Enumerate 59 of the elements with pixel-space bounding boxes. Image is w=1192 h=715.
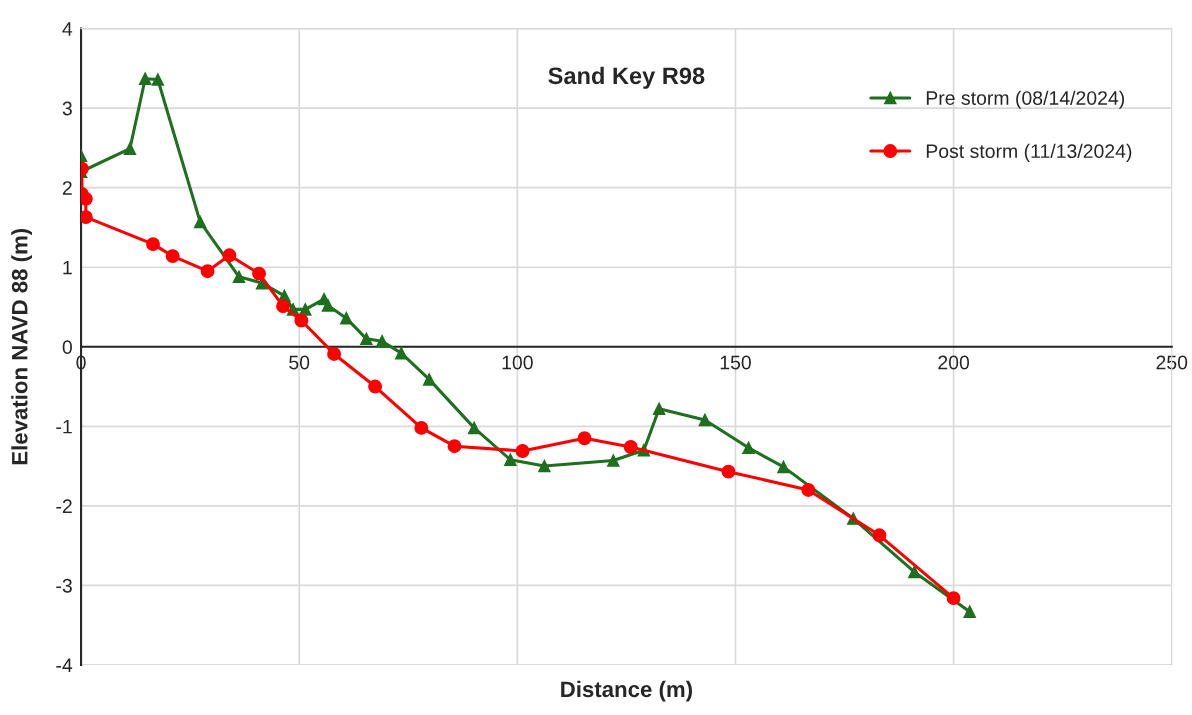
x-tick-label: 50 (289, 355, 310, 370)
point (422, 373, 436, 386)
point (395, 346, 408, 360)
point (340, 311, 353, 325)
point (515, 444, 530, 458)
point (193, 215, 207, 229)
point (375, 334, 389, 348)
y-tick-label: 2 (62, 181, 72, 195)
point (368, 379, 383, 394)
point (138, 72, 152, 85)
point (123, 142, 137, 155)
point (721, 464, 736, 479)
y-tick-label: 0 (62, 340, 72, 355)
legend-label: Post storm (11/13/2024) (926, 143, 1132, 162)
point (742, 441, 755, 455)
point (538, 459, 551, 473)
point (200, 264, 215, 279)
point (360, 332, 373, 346)
point (151, 73, 165, 86)
point (447, 439, 462, 454)
y-tick-label: -4 (56, 658, 73, 672)
point (698, 413, 712, 427)
point (504, 453, 517, 466)
point (232, 270, 246, 284)
point (467, 421, 481, 435)
x-axis-title: Distance (m) (561, 680, 692, 702)
y-tick-label: 1 (63, 260, 72, 275)
point (414, 420, 429, 435)
point (946, 591, 961, 606)
x-tick-label: 250 (1156, 355, 1188, 370)
y-tick-label: -2 (56, 499, 72, 513)
point (294, 313, 309, 328)
text: Sand Key R98 (548, 66, 705, 89)
point (872, 528, 887, 543)
point (607, 454, 620, 467)
point (908, 565, 921, 579)
point (963, 605, 976, 618)
point (222, 248, 237, 263)
point (623, 440, 638, 454)
point (165, 249, 180, 264)
legend-label: Pre storm (08/14/2024) (926, 90, 1125, 109)
point (299, 303, 312, 316)
x-tick-label: 200 (938, 355, 970, 370)
point (801, 483, 816, 497)
point (276, 299, 290, 314)
point (146, 237, 160, 252)
point (252, 266, 267, 281)
point (652, 402, 666, 416)
y-tick-label: 3 (62, 101, 72, 116)
point (321, 299, 335, 312)
y-axis-title: Elevation NAVD 88 (m) (11, 228, 32, 465)
x-tick-label: 150 (720, 355, 751, 370)
x-tick-label: 100 (502, 355, 533, 370)
point (327, 346, 342, 361)
y-tick-label: -1 (56, 419, 72, 434)
point (577, 431, 592, 446)
point (777, 460, 790, 474)
y-tick-label: 4 (62, 22, 73, 36)
y-tick-label: -3 (56, 578, 72, 593)
